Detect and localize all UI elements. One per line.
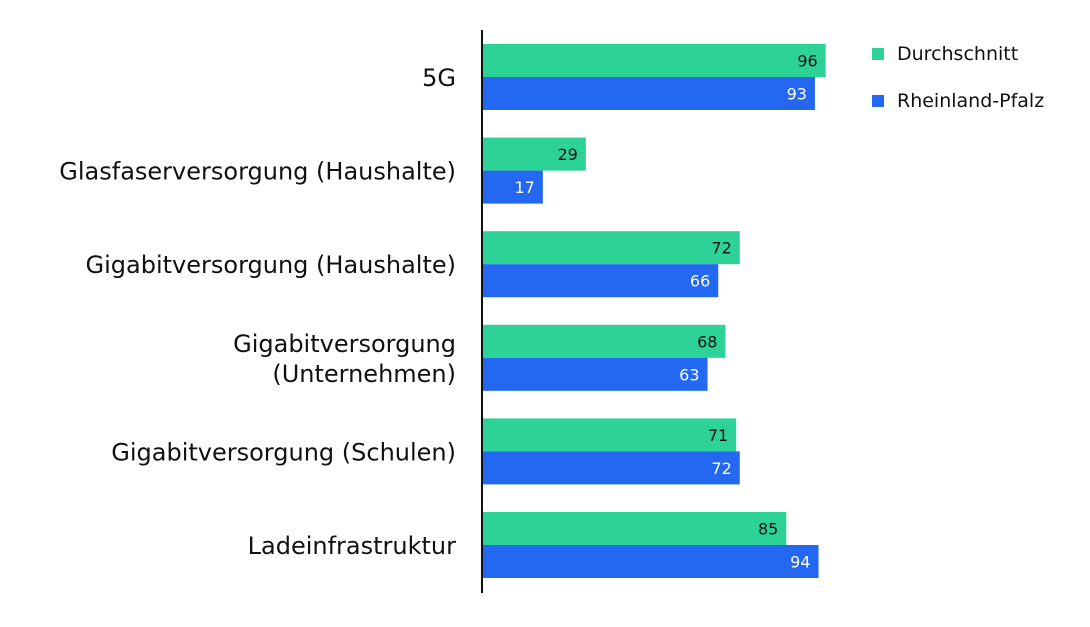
data-label: 68 bbox=[697, 332, 717, 351]
data-label: 85 bbox=[758, 520, 778, 539]
bar-durchschnitt bbox=[482, 44, 826, 77]
category-label: Gigabitversorgung bbox=[233, 330, 456, 358]
category-label: Gigabitversorgung (Haushalte) bbox=[86, 251, 456, 279]
data-label: 96 bbox=[797, 52, 817, 71]
bar-rheinland-pfalz bbox=[482, 545, 819, 578]
bar-durchschnitt bbox=[482, 137, 586, 171]
bar-rheinland-pfalz bbox=[482, 357, 708, 391]
data-label: 93 bbox=[787, 85, 807, 104]
bar-durchschnitt bbox=[482, 231, 740, 265]
bar-rheinland-pfalz bbox=[482, 77, 815, 110]
data-label: 17 bbox=[515, 178, 535, 197]
bar-rheinland-pfalz bbox=[482, 451, 740, 485]
data-label: 29 bbox=[557, 145, 577, 164]
bar-rheinland-pfalz bbox=[482, 170, 543, 204]
data-label: 72 bbox=[711, 239, 731, 258]
legend-label: Rheinland-Pfalz bbox=[897, 90, 1044, 112]
bar-durchschnitt bbox=[482, 512, 787, 545]
data-label: 71 bbox=[708, 426, 728, 445]
bar-rheinland-pfalz bbox=[482, 264, 719, 298]
category-label: 5G bbox=[422, 64, 456, 92]
category-label: Ladeinfrastruktur bbox=[248, 532, 456, 560]
legend-label: Durchschnitt bbox=[897, 43, 1018, 65]
legend-swatch bbox=[872, 48, 884, 60]
category-label: (Unternehmen) bbox=[272, 360, 456, 388]
legend-swatch bbox=[872, 95, 884, 107]
data-label: 72 bbox=[711, 459, 731, 478]
data-label: 94 bbox=[790, 553, 810, 572]
bar-durchschnitt bbox=[482, 418, 737, 452]
data-label: 63 bbox=[679, 365, 699, 384]
category-label: Glasfaserversorgung (Haushalte) bbox=[59, 158, 456, 186]
bar-durchschnitt bbox=[482, 324, 726, 358]
data-label: 66 bbox=[690, 272, 710, 291]
category-label: Gigabitversorgung (Schulen) bbox=[111, 438, 456, 466]
